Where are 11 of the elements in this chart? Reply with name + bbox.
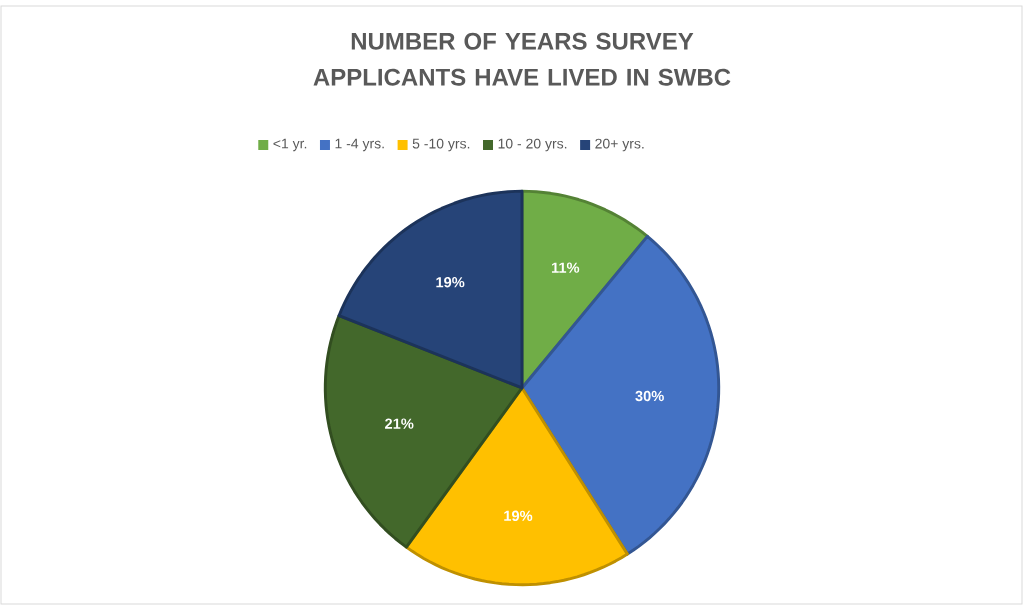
legend-label: 1 -4 yrs. [335, 138, 384, 152]
data-label: 11% [551, 262, 580, 273]
data-label: 19% [504, 510, 533, 521]
chart-title: NUMBER OF YEARS SURVEY APPLICANTS HAVE LIVED IN SWBC [313, 32, 731, 86]
legend-label: 10 - 20 yrs. [498, 138, 567, 152]
data-label: 21% [385, 418, 414, 429]
data-label: 19% [436, 277, 465, 288]
legend-label: 20+ yrs. [595, 138, 644, 152]
legend-label: <1 yr. [273, 138, 307, 152]
data-label: 30% [635, 390, 664, 402]
legend-label: 5 -10 yrs. [412, 138, 470, 152]
